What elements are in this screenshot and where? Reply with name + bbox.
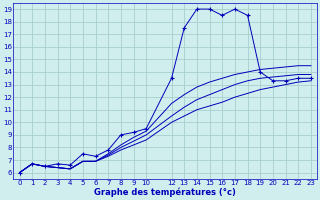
- X-axis label: Graphe des températures (°c): Graphe des températures (°c): [94, 188, 236, 197]
